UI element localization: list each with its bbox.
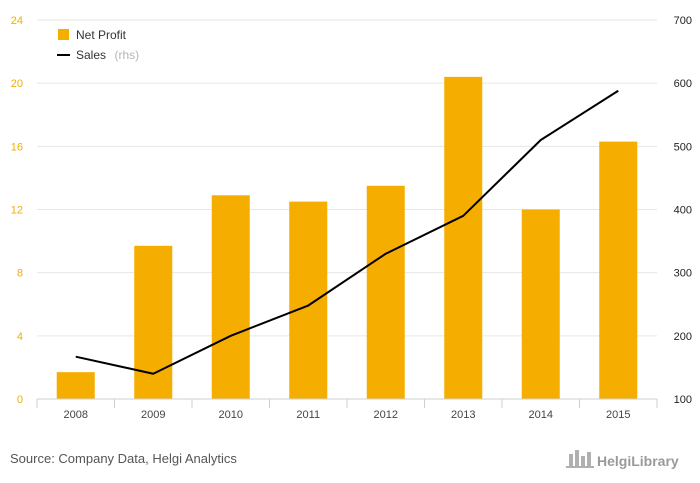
bar-2010 <box>211 195 250 399</box>
library-books-icon <box>566 450 594 468</box>
right-tick-label: 100 <box>674 394 692 406</box>
left-tick-label: 4 <box>17 331 23 343</box>
left-tick-label: 8 <box>17 268 23 280</box>
left-tick-label: 0 <box>17 394 23 406</box>
bar-2015 <box>599 141 638 400</box>
x-tick-label: 2014 <box>529 409 553 421</box>
gridlines <box>37 19 657 400</box>
logo-text: HelgiLibrary <box>597 453 679 469</box>
line-series <box>75 89 619 375</box>
x-axis: 2008 2009 2010 2011 2012 2013 2014 2015 <box>36 398 658 421</box>
x-tick-label: 2013 <box>451 409 475 421</box>
sales-line <box>75 89 619 375</box>
right-axis-ticks: 100 200 300 400 500 600 700 <box>674 15 692 406</box>
legend-label-sales: Sales (rhs) <box>76 46 139 63</box>
right-tick-label: 500 <box>674 141 692 153</box>
right-tick-label: 300 <box>674 268 692 280</box>
bar-2008 <box>56 372 95 399</box>
source-note: Source: Company Data, Helgi Analytics <box>10 451 237 466</box>
bar-2014 <box>521 209 560 399</box>
bar-2012 <box>366 185 405 399</box>
left-tick-label: 24 <box>11 15 23 27</box>
right-tick-label: 200 <box>674 331 692 343</box>
left-axis-ticks: 0 4 8 12 16 20 24 <box>11 15 23 406</box>
legend-label-net-profit: Net Profit <box>76 28 127 42</box>
left-tick-label: 20 <box>11 78 23 90</box>
x-tick-label: 2012 <box>374 409 398 421</box>
right-tick-label: 400 <box>674 205 692 217</box>
legend-sales-suffix: (rhs) <box>114 48 139 62</box>
legend-swatch-net-profit <box>58 29 69 40</box>
x-tick-label: 2010 <box>219 409 243 421</box>
bar-2009 <box>134 245 173 399</box>
helgi-library-logo: HelgiLibrary <box>566 450 679 469</box>
legend: Net Profit Sales (rhs) <box>57 28 139 63</box>
left-tick-label: 16 <box>11 141 23 153</box>
right-tick-label: 700 <box>674 15 692 27</box>
x-tick-label: 2008 <box>64 409 88 421</box>
legend-sales-name: Sales <box>76 48 106 62</box>
left-tick-label: 12 <box>11 205 23 217</box>
bar-2011 <box>289 201 328 399</box>
x-tick-label: 2009 <box>141 409 165 421</box>
bar-series <box>56 76 638 400</box>
x-tick-label: 2011 <box>296 409 320 421</box>
bar-2013 <box>444 76 483 399</box>
right-tick-label: 600 <box>674 78 692 90</box>
x-tick-label: 2015 <box>606 409 630 421</box>
